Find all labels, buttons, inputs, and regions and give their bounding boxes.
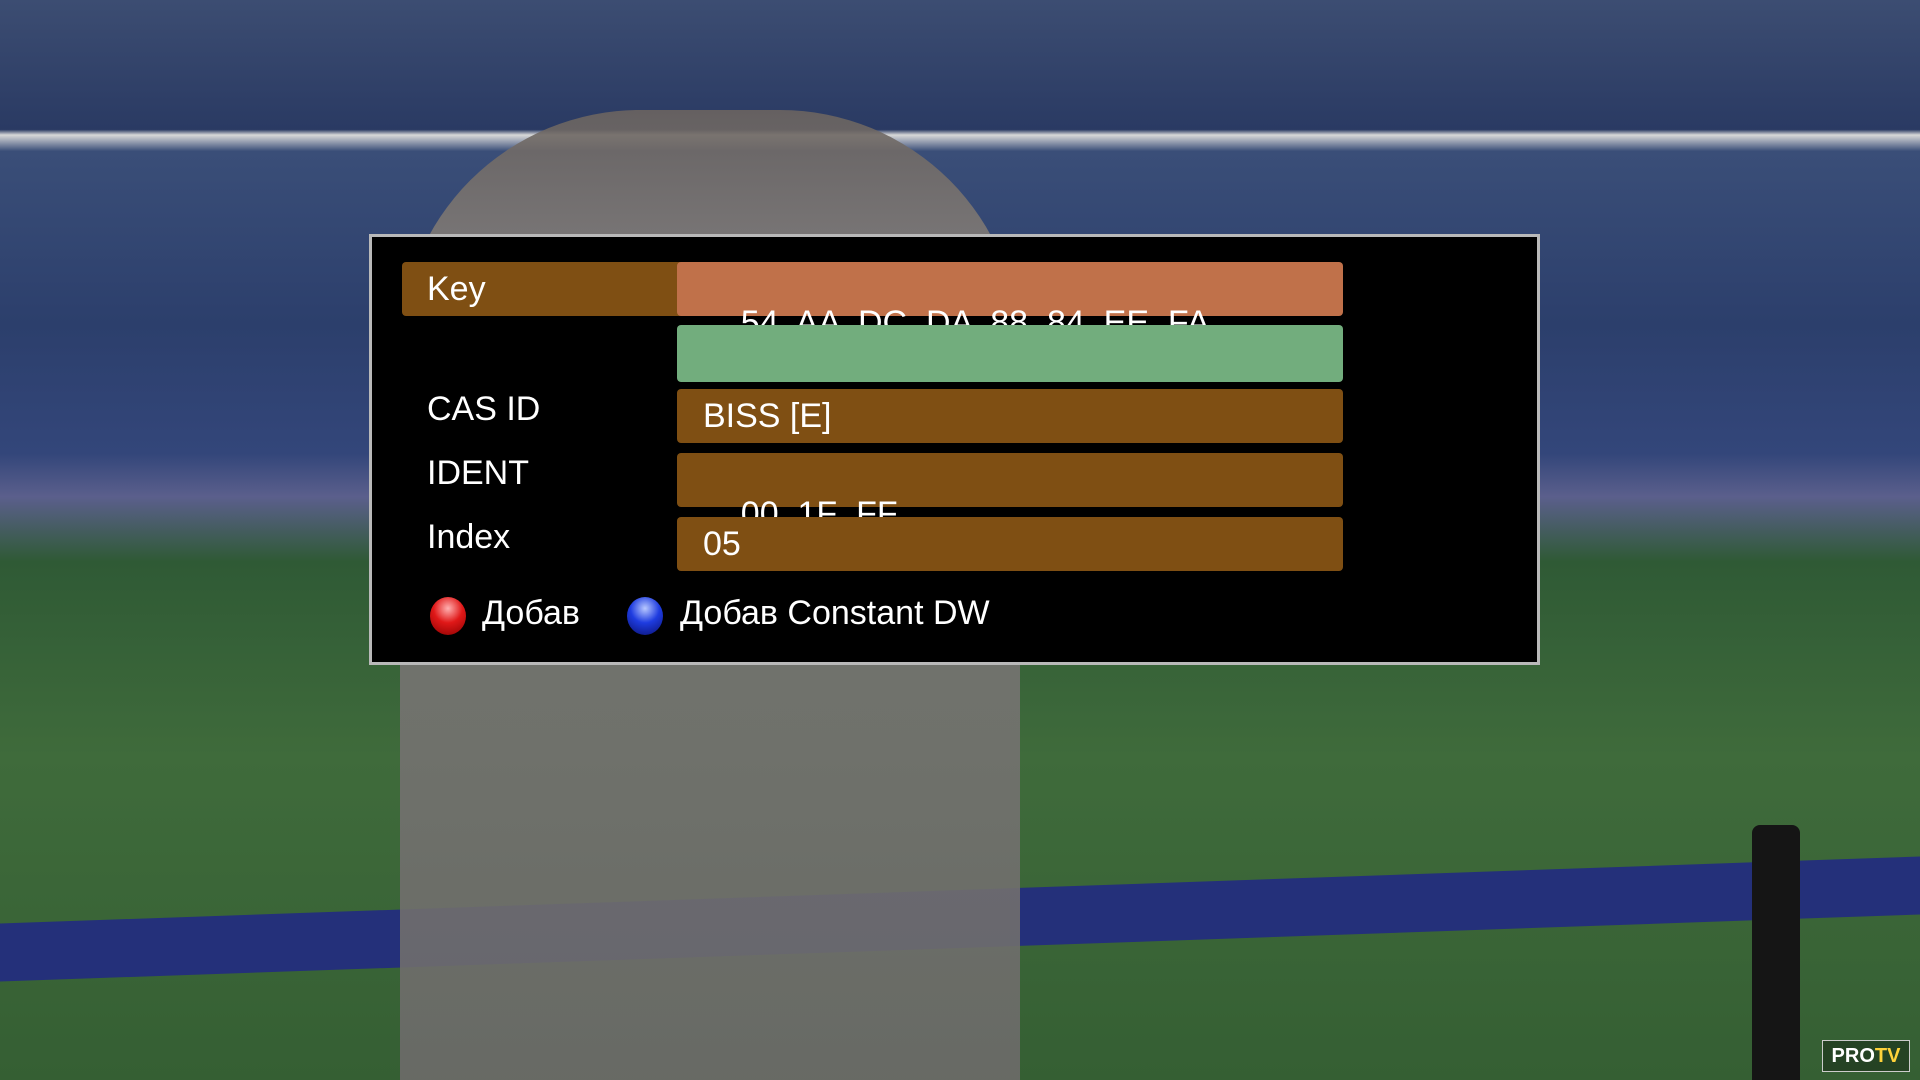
ident-field[interactable]: 00 1F FF [677,453,1343,531]
cas-id-field[interactable]: BISS [E] [677,389,1343,443]
add-constant-dw-label: Добав Constant DW [680,594,990,632]
ident-label: IDENT [427,454,529,492]
cas-id-value: BISS [E] [703,397,832,435]
index-value: 05 [703,525,741,563]
index-field[interactable]: 05 [677,517,1343,571]
channel-logo: PROTV [1822,1040,1910,1072]
add-label: Добав [482,594,580,632]
biss-key-dialog: Key 54 AA DC DA 88 84 EE FA CAS ID BISS … [369,234,1540,665]
cas-id-label: CAS ID [427,390,541,428]
key-label: Key [427,270,486,308]
barrier-post [1752,825,1800,1080]
red-button-icon [430,597,466,635]
blue-button-icon [627,597,663,635]
index-label: Index [427,518,511,556]
key-value-field[interactable]: 54 AA DC DA 88 84 EE FA [677,262,1343,340]
key-input-field[interactable] [677,325,1343,382]
